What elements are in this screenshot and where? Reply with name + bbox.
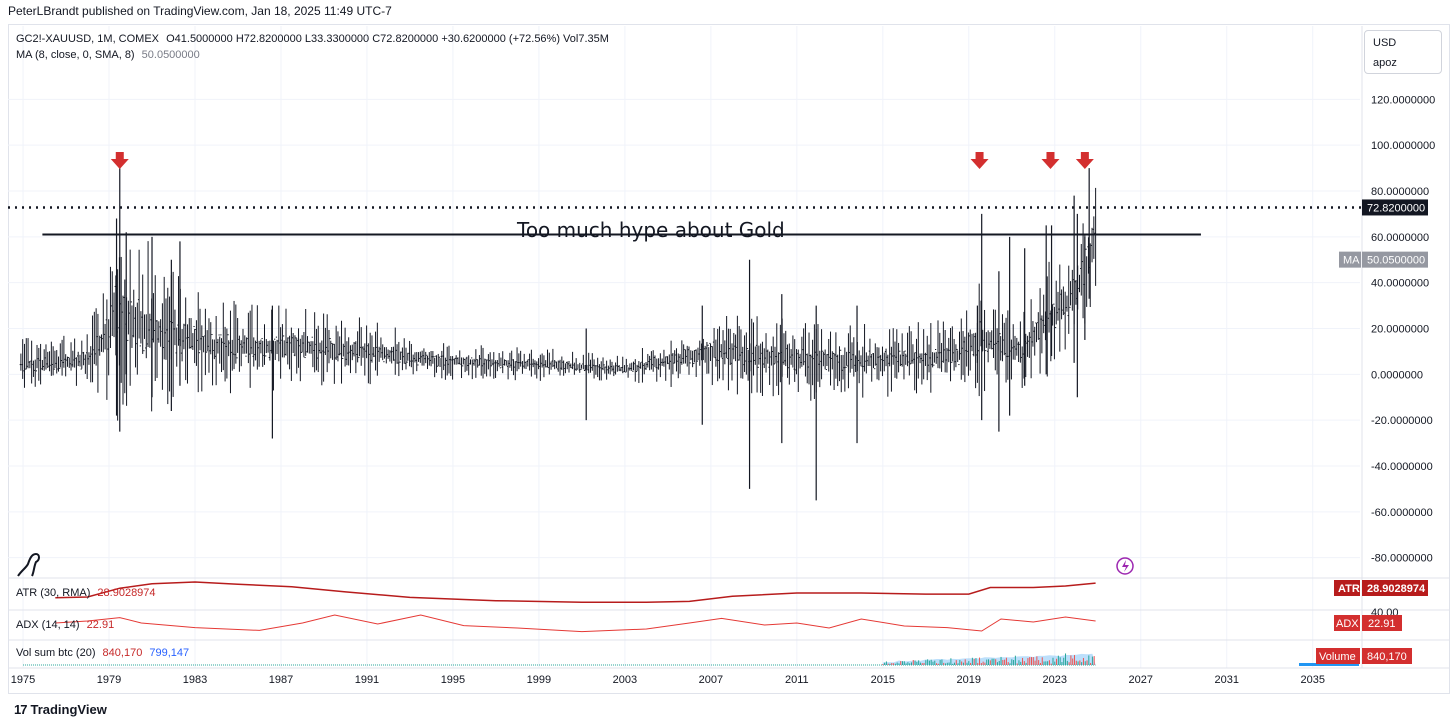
adx-label[interactable]: ADX (14, 14) (16, 619, 80, 631)
lightning-icon-bolt (1122, 560, 1129, 572)
adx-price-tag (1362, 615, 1402, 631)
x-tick-label: 1991 (355, 674, 379, 686)
y-tick-label: 60.0000000 (1371, 232, 1429, 244)
y-tick-label: -20.0000000 (1371, 415, 1433, 427)
adx-line (55, 614, 1096, 633)
x-tick-label: 2031 (1214, 674, 1238, 686)
atr-line (55, 581, 1096, 603)
annotation-text[interactable]: Too much hype about Gold (516, 218, 785, 242)
tradingview-brand: TradingView (30, 702, 107, 717)
ma-value: 50.0500000 (141, 49, 200, 61)
atr-value: 28.9028974 (97, 587, 156, 599)
ma-tag-label-box (1339, 251, 1361, 268)
candle-series (19, 168, 1097, 501)
scale-mode-label[interactable]: apoz (1373, 57, 1397, 69)
atr-tag-label-box (1334, 580, 1360, 596)
price-tags: 72.8200000 MA 50.0500000 (1339, 199, 1428, 268)
symbol-legend[interactable]: GC2!-XAUUSD, 1M, COMEX O41.5000000 H72.8… (16, 33, 609, 45)
atr-tag-label: ATR (1338, 583, 1360, 595)
tradingview-footer[interactable]: 17 TradingView (14, 702, 107, 717)
atr-label[interactable]: ATR (30, RMA) (16, 587, 91, 599)
last-price-tag (1362, 199, 1428, 216)
x-tick-label: 1995 (441, 674, 465, 686)
vol-value-1: 840,170 (102, 647, 143, 659)
atr-price-tag-text: 28.9028974 (1367, 583, 1426, 595)
x-tick-label: 2015 (871, 674, 895, 686)
adx-price-tag-text: 22.91 (1368, 618, 1396, 630)
time-axis[interactable]: 1975 1979 1983 1987 1991 1995 1999 2003 2007 2011… (11, 674, 1325, 686)
lightning-icon-circle (1116, 557, 1134, 575)
dinosaur-icon (17, 552, 40, 577)
x-tick-label: 1983 (183, 674, 207, 686)
down-arrow-icon (1075, 152, 1094, 169)
x-tick-label: 1987 (269, 674, 293, 686)
currency-label[interactable]: USD (1373, 37, 1397, 49)
symbol-name[interactable]: GC2!-XAUUSD, 1M, COMEX (16, 33, 160, 45)
dinosaur-icon-body (17, 552, 40, 577)
y-tick-label: 100.0000000 (1371, 140, 1435, 152)
y-tick-label: -60.0000000 (1371, 507, 1433, 519)
adx-legend[interactable]: ADX (14, 14) 22.91 (16, 619, 114, 631)
y-tick-label: 20.0000000 (1371, 324, 1429, 336)
atr-legend[interactable]: ATR (30, RMA) 28.9028974 (16, 587, 156, 599)
volume-marker (1299, 663, 1359, 666)
price-axis[interactable]: 120.0000000 100.0000000 80.0000000 60.00000… (1371, 94, 1435, 564)
ma-label[interactable]: MA (8, close, 0, SMA, 8) (16, 49, 135, 61)
volume-tag-label-box (1316, 648, 1360, 664)
volume-price-tag (1362, 648, 1412, 664)
x-tick-label: 2035 (1300, 674, 1324, 686)
currency-selector[interactable]: USD apoz (1364, 30, 1442, 74)
volume-price-tag-text: 840,170 (1367, 651, 1407, 663)
down-arrow-icon (1041, 152, 1060, 169)
y-tick-label: 80.0000000 (1371, 186, 1429, 198)
grid (8, 26, 1450, 669)
x-tick-label: 2007 (699, 674, 723, 686)
vol-value-2: 799,147 (149, 647, 190, 659)
chart-frame[interactable] (8, 24, 1450, 694)
ma-price-tag (1362, 251, 1428, 268)
ma-tag-label: MA (1343, 255, 1360, 267)
x-tick-label: 1979 (97, 674, 121, 686)
down-arrow-icon (110, 152, 129, 169)
x-tick-label: 1999 (527, 674, 551, 686)
volume-tag-label: Volume (1319, 651, 1356, 663)
publish-header: PeterLBrandt published on TradingView.co… (8, 4, 392, 18)
ma-legend[interactable]: MA (8, close, 0, SMA, 8) 50.0500000 (16, 49, 200, 61)
ohlc-values: O41.5000000 H72.8200000 L33.3300000 C72.… (166, 33, 609, 45)
y-tick-label: -40.0000000 (1371, 461, 1433, 473)
x-tick-label: 2003 (613, 674, 637, 686)
x-tick-label: 2011 (785, 674, 809, 686)
adx-tag-label-box (1334, 615, 1360, 631)
y-tick-label: 0.0000000 (1371, 369, 1423, 381)
y-tick-label: 40.0000000 (1371, 278, 1429, 290)
vol-legend[interactable]: Vol sum btc (20) 840,170 799,147 (16, 647, 189, 659)
levels (8, 206, 1362, 236)
x-tick-label: 2027 (1129, 674, 1153, 686)
arrow-markers (110, 152, 1094, 169)
adx-tag-label: ADX (1336, 618, 1359, 630)
ma-price-tag-text: 50.0500000 (1367, 255, 1425, 267)
adx-value: 22.91 (86, 619, 115, 631)
down-arrow-icon (970, 152, 989, 169)
atr-price-tag (1362, 580, 1428, 596)
x-tick-label: 2023 (1043, 674, 1067, 686)
vol-label[interactable]: Vol sum btc (20) (16, 647, 96, 659)
lightning-icon (1116, 557, 1134, 575)
x-tick-label: 2019 (957, 674, 981, 686)
y-tick-label: 120.0000000 (1371, 94, 1435, 106)
y-tick-label: -80.0000000 (1371, 553, 1433, 565)
x-tick-label: 1975 (11, 674, 35, 686)
tradingview-logo-icon: 17 (14, 702, 28, 717)
last-price-tag-text: 72.8200000 (1367, 202, 1425, 214)
